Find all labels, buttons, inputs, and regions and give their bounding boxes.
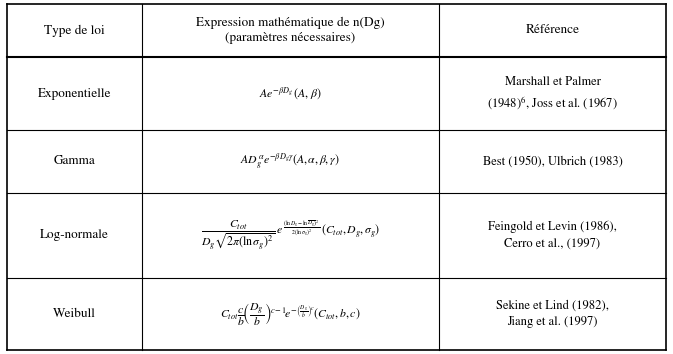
Text: Référence: Référence <box>526 24 579 36</box>
Text: Feingold et Levin (1986),
Cerro et al., (1997): Feingold et Levin (1986), Cerro et al., … <box>488 221 617 249</box>
Text: Type de loi: Type de loi <box>44 24 105 36</box>
Text: Weibull: Weibull <box>53 308 96 320</box>
Text: $Ae^{-\beta D_g}\,(A,\,\beta)$: $Ae^{-\beta D_g}\,(A,\,\beta)$ <box>259 86 322 102</box>
Text: $C_{tot}\dfrac{c}{b}\!\left(\dfrac{D_g}{b}\right)^{\!c-1}\!e^{-\left(\frac{D_g}{: $C_{tot}\dfrac{c}{b}\!\left(\dfrac{D_g}{… <box>220 301 361 327</box>
Text: $\dfrac{C_{tot}}{D_g\sqrt{2\pi(\ln\sigma_g)^2}}\,e^{\,\frac{(\ln D_g-\ln\overlin: $\dfrac{C_{tot}}{D_g\sqrt{2\pi(\ln\sigma… <box>201 218 380 252</box>
Text: Gamma: Gamma <box>53 155 95 167</box>
Text: Log-normale: Log-normale <box>40 229 109 241</box>
Text: Sekine et Lind (1982),
Jiang et al. (1997): Sekine et Lind (1982), Jiang et al. (199… <box>496 300 609 328</box>
Text: $AD_g^{\,\alpha}e^{-\beta D_g\gamma}(A,\alpha,\beta,\gamma)$: $AD_g^{\,\alpha}e^{-\beta D_g\gamma}(A,\… <box>240 152 341 171</box>
Text: Exponentielle: Exponentielle <box>38 88 111 100</box>
Text: Expression mathématique de n(Dg)
(paramètres nécessaires): Expression mathématique de n(Dg) (paramè… <box>196 17 385 44</box>
Text: Marshall et Palmer
$(1948)^6$, Joss et al. (1967): Marshall et Palmer $(1948)^6$, Joss et a… <box>487 76 618 112</box>
Text: Best (1950), Ulbrich (1983): Best (1950), Ulbrich (1983) <box>483 155 623 167</box>
